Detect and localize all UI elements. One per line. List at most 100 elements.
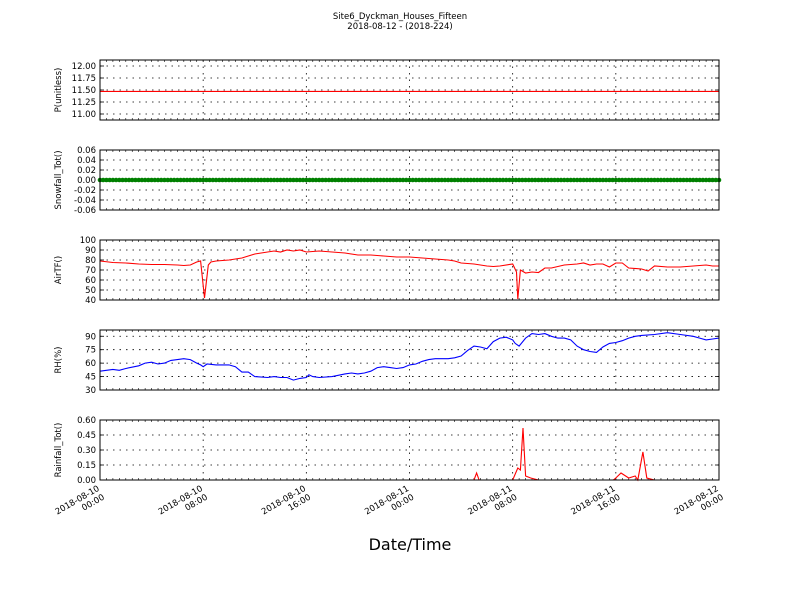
x-tick-label: 2018-08-1116:00 bbox=[570, 484, 623, 526]
data-point bbox=[374, 177, 380, 183]
data-point bbox=[526, 177, 532, 183]
panel-1: 11.00 11.25 11.50 11.75 12.00 P(unitless) bbox=[54, 59, 720, 121]
plot-frame bbox=[99, 329, 720, 391]
data-point bbox=[204, 177, 209, 183]
chart-title: Site6_Dyckman_Houses_Fifteen bbox=[333, 12, 467, 22]
data-point bbox=[275, 177, 280, 183]
data-point bbox=[694, 177, 699, 183]
data-point bbox=[510, 177, 515, 183]
data-point bbox=[545, 177, 551, 183]
data-point bbox=[246, 177, 251, 183]
data-point bbox=[420, 177, 425, 183]
data-point bbox=[349, 177, 354, 183]
data-point bbox=[494, 177, 499, 183]
data-point bbox=[520, 177, 525, 183]
data-point bbox=[500, 177, 506, 183]
series-line bbox=[99, 249, 719, 300]
data-point bbox=[619, 177, 625, 183]
y-tick-label: 0.00 bbox=[77, 476, 96, 486]
data-point bbox=[658, 177, 664, 183]
data-point bbox=[478, 177, 483, 183]
data-point bbox=[455, 177, 461, 183]
data-point bbox=[129, 177, 135, 183]
data-point bbox=[639, 177, 644, 183]
y-tick-label: 45 bbox=[85, 373, 96, 383]
data-point bbox=[700, 177, 706, 183]
data-point bbox=[149, 177, 154, 183]
data-point bbox=[191, 177, 196, 183]
data-point bbox=[165, 177, 171, 183]
data-point bbox=[536, 177, 541, 183]
data-point bbox=[532, 177, 538, 183]
data-point bbox=[223, 177, 229, 183]
data-point bbox=[384, 177, 390, 183]
data-point bbox=[665, 177, 670, 183]
data-point bbox=[410, 177, 416, 183]
data-point bbox=[258, 177, 264, 183]
data-point bbox=[539, 177, 544, 183]
data-point bbox=[681, 177, 686, 183]
data-point bbox=[581, 177, 586, 183]
data-point bbox=[323, 177, 328, 183]
data-point bbox=[194, 177, 200, 183]
y-axis-label: AirTF() bbox=[54, 256, 64, 284]
data-point bbox=[439, 177, 445, 183]
data-point bbox=[126, 177, 132, 183]
y-tick-label: 0.04 bbox=[77, 156, 96, 166]
data-point bbox=[249, 177, 254, 183]
x-axis-label: Date/Time bbox=[369, 535, 452, 554]
data-point bbox=[623, 177, 628, 183]
data-point bbox=[271, 177, 277, 183]
plot-frame bbox=[99, 419, 720, 481]
data-point bbox=[484, 177, 490, 183]
y-tick-label: -0.04 bbox=[74, 196, 96, 206]
data-point bbox=[529, 177, 535, 183]
data-point bbox=[578, 177, 583, 183]
data-point bbox=[200, 177, 206, 183]
data-point bbox=[491, 177, 496, 183]
y-tick-label: 12.00 bbox=[72, 62, 96, 72]
data-point bbox=[516, 177, 522, 183]
data-point bbox=[468, 177, 474, 183]
series-markers bbox=[97, 177, 722, 183]
data-point bbox=[690, 177, 696, 183]
data-point bbox=[236, 177, 241, 183]
subplot-panels: 11.00 11.25 11.50 11.75 12.00 P(unitless) -0.0… bbox=[54, 59, 722, 486]
data-point bbox=[603, 177, 609, 183]
y-axis-label: Rainfall_Tot() bbox=[54, 423, 64, 478]
series-line bbox=[99, 332, 720, 381]
data-point bbox=[590, 177, 596, 183]
data-point bbox=[155, 177, 161, 183]
data-point bbox=[113, 177, 119, 183]
y-tick-label: 90 bbox=[85, 246, 96, 256]
data-point bbox=[503, 177, 509, 183]
y-tick-label: 50 bbox=[85, 286, 96, 296]
data-point bbox=[452, 177, 457, 183]
y-tick-label: 0.30 bbox=[77, 446, 96, 456]
data-point bbox=[362, 177, 367, 183]
y-tick-label: 0.45 bbox=[77, 431, 96, 441]
data-point bbox=[142, 177, 148, 183]
data-point bbox=[284, 177, 290, 183]
data-point bbox=[355, 177, 361, 183]
data-point bbox=[426, 177, 432, 183]
data-point bbox=[445, 177, 451, 183]
data-point bbox=[584, 177, 590, 183]
y-tick-label: 80 bbox=[85, 256, 96, 266]
data-point bbox=[123, 177, 129, 183]
x-tick-label: 2018-08-1000:00 bbox=[54, 484, 107, 526]
data-point bbox=[342, 177, 348, 183]
x-tick-label: 2018-08-1008:00 bbox=[157, 484, 210, 526]
data-point bbox=[655, 177, 661, 183]
data-point bbox=[674, 177, 680, 183]
data-point bbox=[229, 177, 235, 183]
x-tick-label: 2018-08-1016:00 bbox=[260, 484, 313, 526]
data-point bbox=[278, 177, 283, 183]
data-point bbox=[300, 177, 306, 183]
data-point bbox=[552, 177, 557, 183]
data-point bbox=[429, 177, 435, 183]
data-point bbox=[458, 177, 464, 183]
data-point bbox=[352, 177, 357, 183]
y-tick-label: 11.25 bbox=[72, 98, 96, 108]
